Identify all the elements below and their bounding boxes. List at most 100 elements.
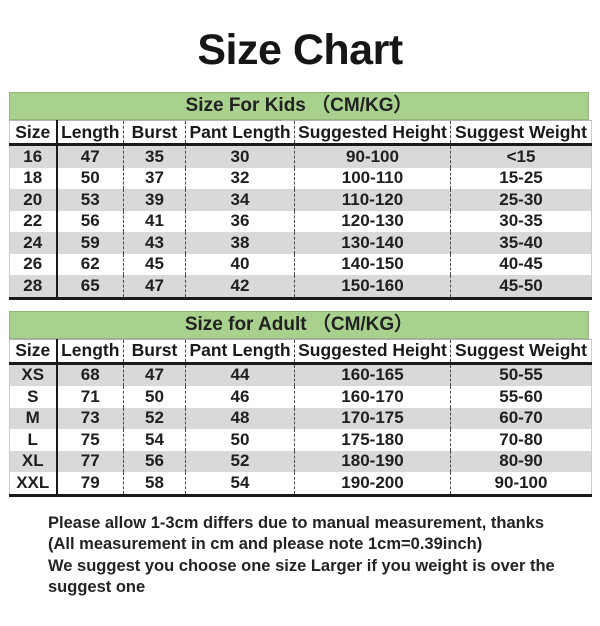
table-cell: 38: [185, 232, 295, 254]
table-row: 16 47 35 30 90-100 <15: [9, 144, 592, 168]
note-line: Please allow 1-3cm differs due to manual…: [48, 513, 545, 532]
table-cell: 50: [123, 386, 186, 408]
table-row: 18 50 37 32 100-110 15-25: [10, 167, 592, 189]
column-header-suggest-weight: Suggest Weight: [450, 338, 592, 365]
column-header-suggested-height: Suggested Height: [294, 338, 451, 365]
table-row: 20 53 39 34 110-120 25-30: [9, 189, 592, 211]
size-chart-page: Size Chart Size For Kids （CM/KG） Size Len…: [0, 26, 600, 626]
table-cell: 40-45: [450, 253, 592, 275]
table-cell: 71: [55, 386, 124, 408]
table-cell: 22: [23, 211, 43, 231]
table-cell: 120-130: [294, 210, 451, 232]
table-cell: 26: [23, 254, 43, 274]
table-cell: 41: [123, 210, 186, 232]
column-header-length: Length: [55, 338, 124, 365]
table-cell: 54: [123, 429, 186, 451]
table-cell: 42: [185, 275, 295, 298]
table-cell: 15-25: [450, 167, 592, 189]
table-cell: 80-90: [450, 450, 592, 472]
table-cell: 68: [55, 363, 124, 386]
table-cell: 35-40: [450, 232, 592, 254]
table-cell: 32: [185, 167, 295, 189]
column-header-suggested-height: Suggested Height: [294, 120, 451, 146]
table-cell: 45: [123, 253, 186, 275]
table-cell: 190-200: [294, 472, 451, 495]
table-cell: XL: [21, 451, 44, 471]
table-cell: 65: [55, 275, 124, 298]
column-header-pant-length: Pant Length: [185, 120, 295, 146]
table-cell: L: [27, 429, 38, 449]
table-cell: 25-30: [450, 189, 592, 211]
column-header-size: Size: [9, 338, 57, 365]
table-cell: 160-170: [294, 386, 451, 408]
table-cell: 24: [23, 232, 43, 252]
table-cell: 47: [55, 144, 124, 168]
table-row: XL 77 56 52 180-190 80-90: [9, 450, 592, 472]
table-cell: 160-165: [294, 363, 451, 386]
page-title: Size Chart: [197, 26, 403, 74]
column-header-size: Size: [9, 120, 57, 146]
table-cell: 37: [123, 167, 186, 189]
table-cell: 140-150: [294, 253, 451, 275]
table-cell: 56: [123, 450, 186, 472]
column-header-length: Length: [55, 120, 124, 146]
table-cell: XXL: [16, 472, 50, 492]
table-cell: 52: [123, 407, 186, 429]
table-cell: 75: [55, 429, 124, 451]
measurement-notes: Please allow 1-3cm differs due to manual…: [48, 513, 600, 599]
table-cell: 35: [123, 144, 186, 168]
table-cell: 170-175: [294, 407, 451, 429]
table-cell: 110-120: [294, 189, 451, 211]
table-cell: M: [25, 408, 40, 428]
table-row: S 71 50 46 160-170 55-60: [10, 386, 592, 408]
table-cell: XS: [21, 365, 45, 385]
column-header-burst: Burst: [123, 120, 186, 146]
table-cell: 36: [185, 210, 295, 232]
table-row: XS 68 47 44 160-165 50-55: [9, 363, 592, 386]
table-cell: 50: [55, 167, 124, 189]
header-row: Size Length Burst Pant Length Suggested Heig…: [9, 120, 592, 146]
table-cell: 79: [55, 472, 124, 495]
table-cell: 20: [23, 189, 43, 209]
table-row: M 73 52 48 170-175 60-70: [9, 407, 592, 429]
adult-size-table: Size Length Burst Pant Length Suggested Heig…: [9, 338, 592, 497]
adult-section-header: Size for Adult （CM/KG）: [9, 310, 589, 339]
table-cell: 90-100: [450, 472, 592, 495]
table-cell: 77: [55, 450, 124, 472]
table-cell: 44: [185, 363, 295, 386]
table-cell: 130-140: [294, 232, 451, 254]
table-cell: 54: [185, 472, 295, 495]
table-cell: 47: [123, 275, 186, 298]
table-cell: 30-35: [450, 210, 592, 232]
table-cell: 50-55: [450, 363, 592, 386]
adult-section: Size for Adult （CM/KG） Size Length Burst Pa…: [0, 310, 600, 497]
table-cell: 47: [123, 363, 186, 386]
table-row: XXL 79 58 54 190-200 90-100: [10, 472, 592, 495]
table-cell: 48: [185, 407, 295, 429]
table-cell: 45-50: [450, 275, 592, 298]
table-row: L 75 54 50 175-180 70-80: [10, 429, 592, 451]
table-cell: 39: [123, 189, 186, 211]
table-cell: 60-70: [450, 407, 592, 429]
table-cell: 18: [23, 168, 43, 188]
section-gap: [0, 300, 600, 311]
table-cell: <15: [450, 144, 592, 168]
column-header-suggest-weight: Suggest Weight: [450, 120, 592, 146]
table-row: 24 59 43 38 130-140 35-40: [9, 232, 592, 254]
table-row: 26 62 45 40 140-150 40-45: [10, 253, 592, 275]
table-cell: 46: [185, 386, 295, 408]
table-cell: 58: [123, 472, 186, 495]
table-cell: 34: [185, 189, 295, 211]
table-cell: 100-110: [294, 167, 451, 189]
header-row: Size Length Burst Pant Length Suggested Heig…: [9, 338, 592, 365]
table-cell: 16: [23, 146, 43, 166]
table-cell: 175-180: [294, 429, 451, 451]
column-header-pant-length: Pant Length: [185, 338, 295, 365]
column-header-burst: Burst: [123, 338, 186, 365]
table-cell: 53: [55, 189, 124, 211]
table-row: 28 65 47 42 150-160 45-50: [9, 275, 592, 298]
table-cell: 62: [55, 253, 124, 275]
table-cell: 56: [55, 210, 124, 232]
table-cell: 28: [23, 275, 43, 295]
table-cell: 30: [185, 144, 295, 168]
